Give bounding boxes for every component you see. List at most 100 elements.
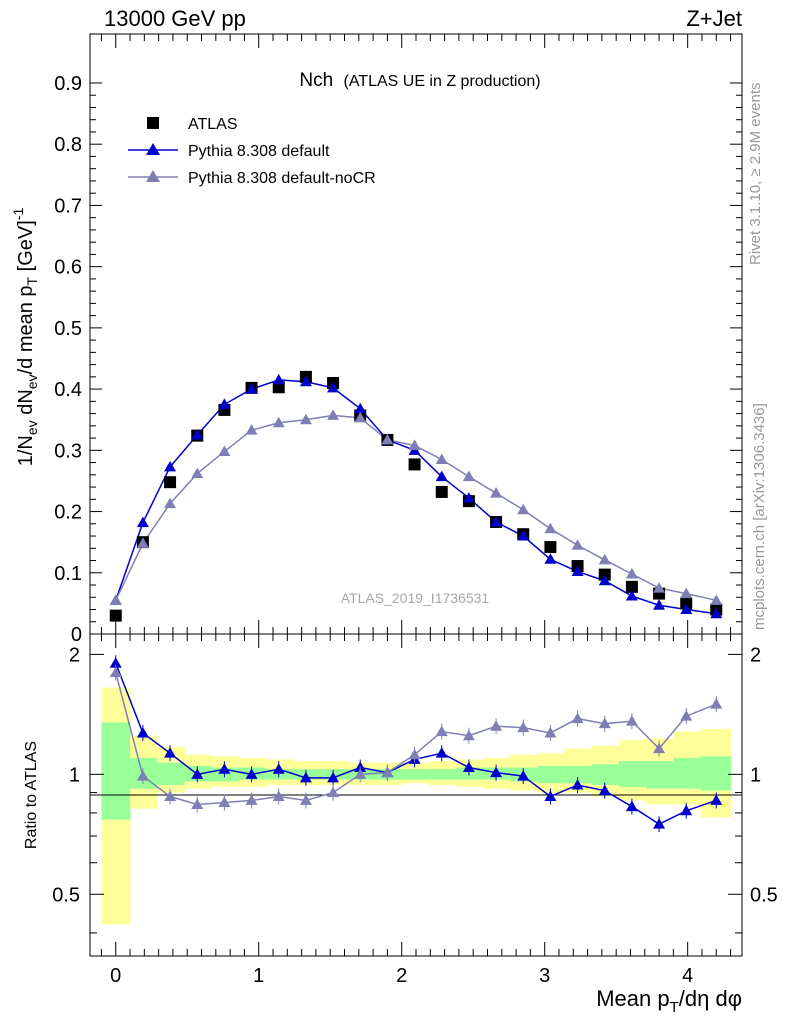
- ratio-data-point: [136, 770, 149, 781]
- mc-data-point: [327, 381, 340, 393]
- inner-band-bin: [428, 769, 457, 780]
- main-plot: 0 0.1 0.2 0.3 0.4 0.5 0.6 0.7 0.8 0.9 Nch (ATLAS …: [10, 33, 743, 646]
- mc-data-point: [680, 587, 693, 599]
- mc-data-point: [517, 503, 530, 515]
- inner-band-bin: [564, 765, 593, 784]
- mc-data-point: [245, 424, 258, 435]
- mc-data-point: [218, 398, 231, 409]
- main-y-tick-label: 0.1: [54, 563, 82, 585]
- legend-label-atlas: ATLAS: [188, 116, 238, 133]
- atlas-data-point: [544, 541, 557, 554]
- ratio-data-point: [571, 712, 584, 724]
- x-axis-label: Mean pT/dη dφ: [596, 986, 742, 1016]
- x-tick-label: 1: [253, 965, 264, 987]
- ratio-axis-ticks: 0 1 2 3 4 0.5 0.5 1 1 2 2: [52, 634, 778, 987]
- mc-data-point: [680, 603, 693, 615]
- mc-data-point: [109, 594, 122, 605]
- mc-data-point: [710, 607, 723, 619]
- x-tick-label: 4: [682, 965, 693, 987]
- ratio-data-point: [381, 766, 394, 778]
- main-y-tick-label: 0.4: [54, 379, 82, 401]
- ratio-y-tick-label: 1: [69, 764, 80, 786]
- ratio-data-point: [490, 720, 503, 731]
- mc-data-point: [653, 582, 666, 593]
- main-y-axis-label: 1/Nev dNev/d mean pT [GeV]-1: [10, 208, 40, 467]
- mc-data-point: [245, 383, 258, 394]
- mc-data-point: [408, 439, 421, 450]
- mc-data-point: [272, 373, 285, 385]
- ratio-data-point: [435, 725, 448, 737]
- atlas-data-point: [164, 476, 177, 489]
- inner-band-bin: [537, 765, 566, 784]
- ratio-data-point: [299, 794, 312, 805]
- x-tick-label: 0: [110, 965, 121, 987]
- mc-data-point: [136, 516, 149, 528]
- mc-data-point: [653, 599, 666, 610]
- ratio-data-point: [625, 715, 638, 726]
- ratio-data-point: [109, 657, 122, 668]
- ratio-data-point: [462, 761, 475, 773]
- mc-data-point: [272, 416, 285, 428]
- inner-band-bin: [265, 769, 294, 780]
- mc-data-point: [625, 568, 638, 579]
- side-text-rivet: Rivet 3.1.10, ≥ 2.9M events: [747, 83, 764, 266]
- mc-data-point: [517, 530, 530, 541]
- ratio-data-point: [164, 747, 177, 758]
- ratio-y-tick-label: 2: [69, 644, 80, 666]
- mc-data-point: [598, 574, 611, 586]
- inner-band-bin: [101, 722, 131, 820]
- mc-data-point: [299, 413, 312, 425]
- ratio-data-point: [680, 804, 693, 816]
- mc-data-point: [462, 492, 475, 503]
- main-series-line: [115, 379, 717, 615]
- ratio-y-axis-label: Ratio to ATLAS: [23, 741, 40, 849]
- ratio-data-point: [218, 763, 231, 774]
- legend: ATLAS Pythia 8.308 default Pythia 8.308 …: [128, 116, 376, 187]
- mc-data-point: [164, 460, 177, 472]
- legend-label-pythia: Pythia 8.308 default: [188, 143, 330, 160]
- ratio-data-point: [544, 790, 557, 801]
- ratio-y-tick-label-right: 0.5: [750, 884, 778, 906]
- ratio-data-point: [462, 729, 475, 741]
- mc-data-point: [218, 445, 231, 457]
- ratio-data-point: [327, 771, 340, 783]
- inner-band-bin: [700, 756, 732, 791]
- ratio-data-point: [354, 768, 367, 779]
- mc-data-point: [327, 409, 340, 420]
- atlas-data-point: [625, 580, 638, 593]
- inner-band-bin: [157, 762, 185, 786]
- legend-marker-nocr: [146, 170, 160, 182]
- ratio-data-point: [272, 790, 285, 801]
- main-y-tick-label: 0.9: [54, 73, 82, 95]
- mc-data-point: [354, 411, 367, 423]
- ratio-plot: 0 1 2 3 4 0.5 0.5 1 1 2 2 Ratio to ATLAS Mean pT/d…: [23, 633, 778, 1016]
- ratio-y-tick-label-right: 1: [750, 764, 761, 786]
- inner-band-bin: [646, 761, 674, 789]
- legend-marker-pythia: [146, 143, 160, 155]
- mc-data-point: [544, 553, 557, 564]
- ratio-data-point: [653, 742, 666, 754]
- ratio-data-point: [272, 763, 285, 774]
- atlas-data-point: [408, 458, 421, 471]
- main-y-tick-label: 0.6: [54, 257, 82, 279]
- mc-data-point: [191, 429, 204, 440]
- mc-data-point: [544, 522, 557, 534]
- ratio-data-point: [299, 771, 312, 783]
- main-y-tick-label: 0.5: [54, 318, 82, 340]
- legend-marker-atlas: [147, 117, 159, 129]
- ratio-data-point: [544, 726, 557, 738]
- header-right: Z+Jet: [686, 6, 742, 31]
- mc-data-point: [381, 433, 394, 445]
- mc-data-point: [164, 497, 177, 509]
- mc-data-point: [571, 565, 584, 577]
- mc-data-point: [191, 467, 204, 479]
- mc-data-point: [490, 487, 503, 498]
- main-y-tick-label: 0.7: [54, 195, 82, 217]
- mc-data-point: [490, 515, 503, 527]
- ratio-data-point: [598, 784, 611, 796]
- main-y-tick-label: 0.2: [54, 502, 82, 524]
- mc-data-point: [435, 453, 448, 465]
- ratio-data-point: [191, 768, 204, 779]
- ratio-series-markers: [109, 655, 723, 833]
